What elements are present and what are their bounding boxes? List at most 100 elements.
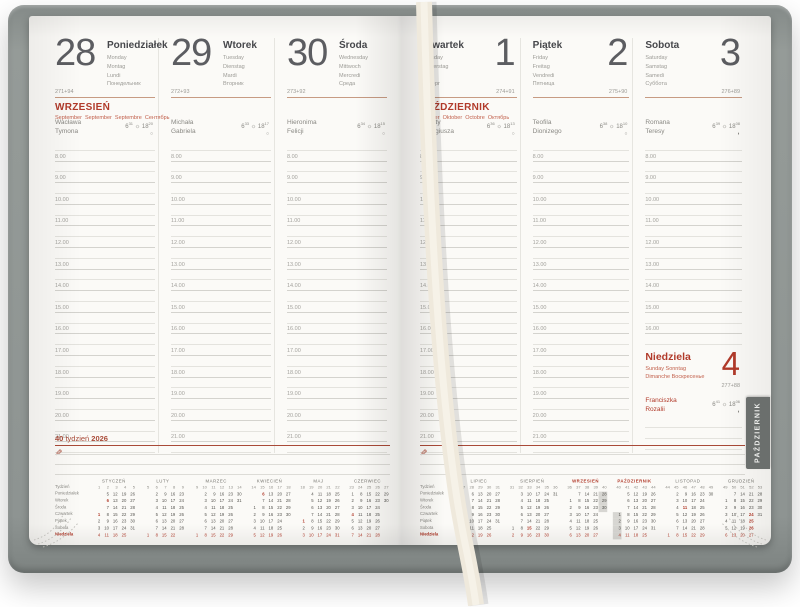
day-number: 29 [171, 32, 212, 74]
minical-day-cell: 13 [477, 492, 483, 497]
minical-day-cell [176, 533, 185, 540]
minical-day-cell: 16 [740, 505, 745, 511]
minical-day-cell: 23 [375, 499, 380, 504]
minical-day-cell: 1 [195, 533, 199, 538]
minical-day-cell: 21 [691, 526, 696, 531]
weekday-translation: Mercredi [339, 72, 361, 79]
minical-week-number: 49 [723, 485, 728, 490]
minical-day-cell: 2 [725, 505, 728, 511]
minical-day-cell [190, 492, 199, 499]
minical-day-cell: 15 [161, 533, 167, 538]
minical-week-number: 8 [173, 485, 176, 490]
minical-day-cell: 8 [733, 499, 737, 504]
minical-day-cell [599, 519, 608, 526]
header-divider [532, 97, 630, 98]
day-of-year-counter: 276+89 [721, 89, 741, 95]
minical-day-cell [754, 519, 763, 526]
hour-label: 16.00 [171, 326, 185, 333]
minical-day-cell: 19 [268, 533, 274, 538]
minical-day-cell: 3 [569, 512, 572, 518]
weekday-translation: Вторник [223, 81, 244, 88]
day-column: 3 Sobota Saturday Samstag Samedi Суббота 276+8… [632, 33, 745, 454]
minical-day-cell: 22 [277, 505, 282, 511]
minical-day-cell: 26 [130, 492, 135, 497]
minical-day-cell: 23 [179, 492, 184, 497]
minical-day-cell [613, 505, 622, 512]
hour-label: 19.00 [171, 391, 185, 398]
minical-day-cell [234, 512, 243, 519]
minical-day-cell: 2 [612, 518, 622, 526]
minical-day-cell: 22 [593, 499, 598, 504]
name-day: Danuty [420, 118, 441, 126]
minical-week-number: 26 [375, 485, 380, 490]
notes-line [420, 474, 745, 475]
sun-times: 636 ☼ 1813 ○ [486, 121, 515, 137]
minical-month: KWIECIEŃ 14 15 16 17 18 6 13 20 27 7 14 21 28 1 8 15 22 29… [248, 478, 291, 539]
hour-label: 13.00 [55, 261, 69, 268]
minical-day-cell: 1 [146, 533, 150, 538]
hour-label: 10.00 [287, 196, 301, 203]
minical-day-cell: 2 [253, 512, 256, 518]
minical-day-cell: 31 [650, 526, 656, 531]
hour-label: 16.00 [420, 326, 434, 333]
minical-day-cell: 29 [544, 526, 549, 531]
minical-day-cell: 4 [569, 519, 572, 524]
minical-day-cell: 29 [598, 498, 608, 506]
minical-week-number: 31 [495, 485, 500, 490]
minical-day-cell: 2 [569, 505, 572, 511]
minical-day-cell [92, 498, 101, 505]
minical-day-cell: 29 [334, 519, 340, 524]
minical-day-cell: 21 [748, 492, 754, 497]
minical-day-cell [381, 512, 390, 519]
weekday-name: Sobota [645, 40, 680, 51]
minical-day-cell: 26 [544, 505, 549, 511]
moon-phase-icon: ◗ [736, 131, 741, 137]
hour-label: 13.00 [532, 261, 547, 268]
minical-week-number: 36 [553, 485, 558, 490]
hour-label: 20.00 [55, 412, 69, 419]
minical-day-cell: 17 [691, 499, 696, 504]
minical-day-cell: 19 [584, 526, 590, 531]
minical-day-cell: 1 [97, 512, 101, 518]
minical-day-cell: 11 [211, 505, 216, 511]
minical-day-cell: 9 [684, 492, 688, 497]
minical-day-cell: 18 [633, 533, 639, 538]
minical-day-cell [599, 526, 608, 533]
minical-month-name: LIPIEC [470, 479, 488, 484]
minical-day-cell: 16 [477, 512, 483, 518]
minical-day-cell: 7 [733, 492, 737, 497]
minical-day-cell: 12 [317, 499, 323, 504]
sun-times: 641 ☼ 1806 ◗ [712, 399, 741, 416]
time-grid: 8.00 9.00 10.00 11.00 12.00 13.00 14.00 15.00 16… [645, 140, 743, 346]
minical-day-cell: 24 [699, 499, 705, 504]
minical-week-number: 34 [535, 485, 541, 490]
minical-day-cell: 15 [210, 533, 216, 538]
minical-day-cell: 9 [733, 505, 737, 511]
minical-day-cell: 11 [625, 533, 630, 538]
minical-day-cell: 27 [699, 519, 705, 524]
hour-label: 8.00 [287, 153, 298, 160]
minical-day-cell: 29 [130, 512, 135, 518]
minical-day-cell: 14 [584, 492, 590, 497]
minical-day-cell: 31 [334, 533, 340, 538]
weekday-translation: Пятница [532, 81, 555, 88]
minical-day-cell: 14 [526, 519, 532, 524]
minical-day-cell [662, 512, 671, 519]
minical-week-number: 15 [260, 485, 265, 490]
hour-label: 21.00 [532, 434, 547, 441]
weekday-translation: Tuesday [223, 55, 244, 61]
minical-day-cell: 7 [627, 505, 630, 511]
minical-day-cell: 25 [334, 492, 340, 497]
left-page: 28 Poniedziałek Monday Montag Lundi Понедельн… [29, 16, 400, 545]
minical-day-cell: 4 [253, 526, 256, 531]
minical-day-cell: 4 [462, 526, 466, 531]
minical-day-cell: 20 [535, 512, 541, 518]
minical-day-cell: 4 [155, 505, 158, 511]
minical-day-cell: 4 [351, 512, 354, 518]
minical-week-number: 24 [358, 485, 363, 490]
minical-day-cell: 8 [155, 533, 158, 538]
hour-label: 15.00 [532, 304, 547, 311]
minical-day-cell [92, 492, 101, 499]
minical-week-number: 10 [202, 485, 207, 490]
minical-month-name: PAŹDZIERNIK [617, 479, 652, 484]
